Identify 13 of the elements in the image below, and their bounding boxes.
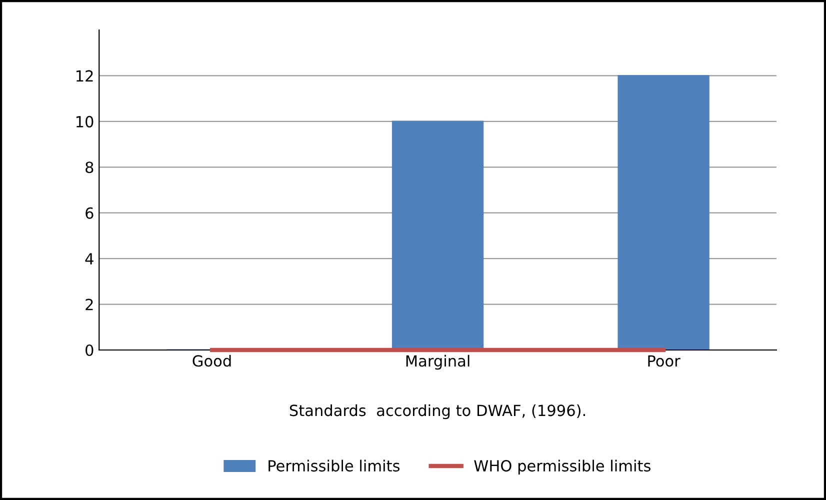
legend-label: WHO permissible limits (474, 460, 650, 475)
y-tick-label: 4 (85, 253, 94, 264)
x-tick-label: Good (192, 354, 231, 367)
y-tick-label: 2 (86, 298, 93, 310)
x-tick-label: Poor (648, 355, 680, 367)
y-tick-label: 6 (86, 207, 94, 219)
y-tick-label: 12 (76, 70, 93, 82)
x-axis-title: Standards according to DWAF, (1996). (290, 404, 585, 420)
y-tick-label: 0 (86, 344, 94, 356)
x-tick-label: Marginal (406, 354, 470, 370)
legend-label: Permissible limits (268, 460, 400, 472)
y-tick-label: 8 (86, 162, 94, 174)
y-tick-label: 10 (76, 116, 94, 128)
